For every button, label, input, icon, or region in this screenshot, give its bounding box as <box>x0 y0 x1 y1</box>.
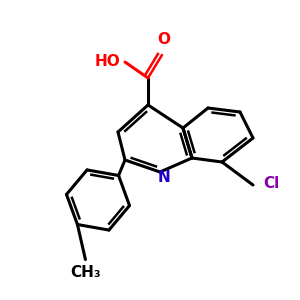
Text: N: N <box>158 170 170 185</box>
Text: CH₃: CH₃ <box>70 265 101 280</box>
Text: Cl: Cl <box>263 176 279 190</box>
Text: O: O <box>158 32 170 47</box>
Text: HO: HO <box>94 55 120 70</box>
